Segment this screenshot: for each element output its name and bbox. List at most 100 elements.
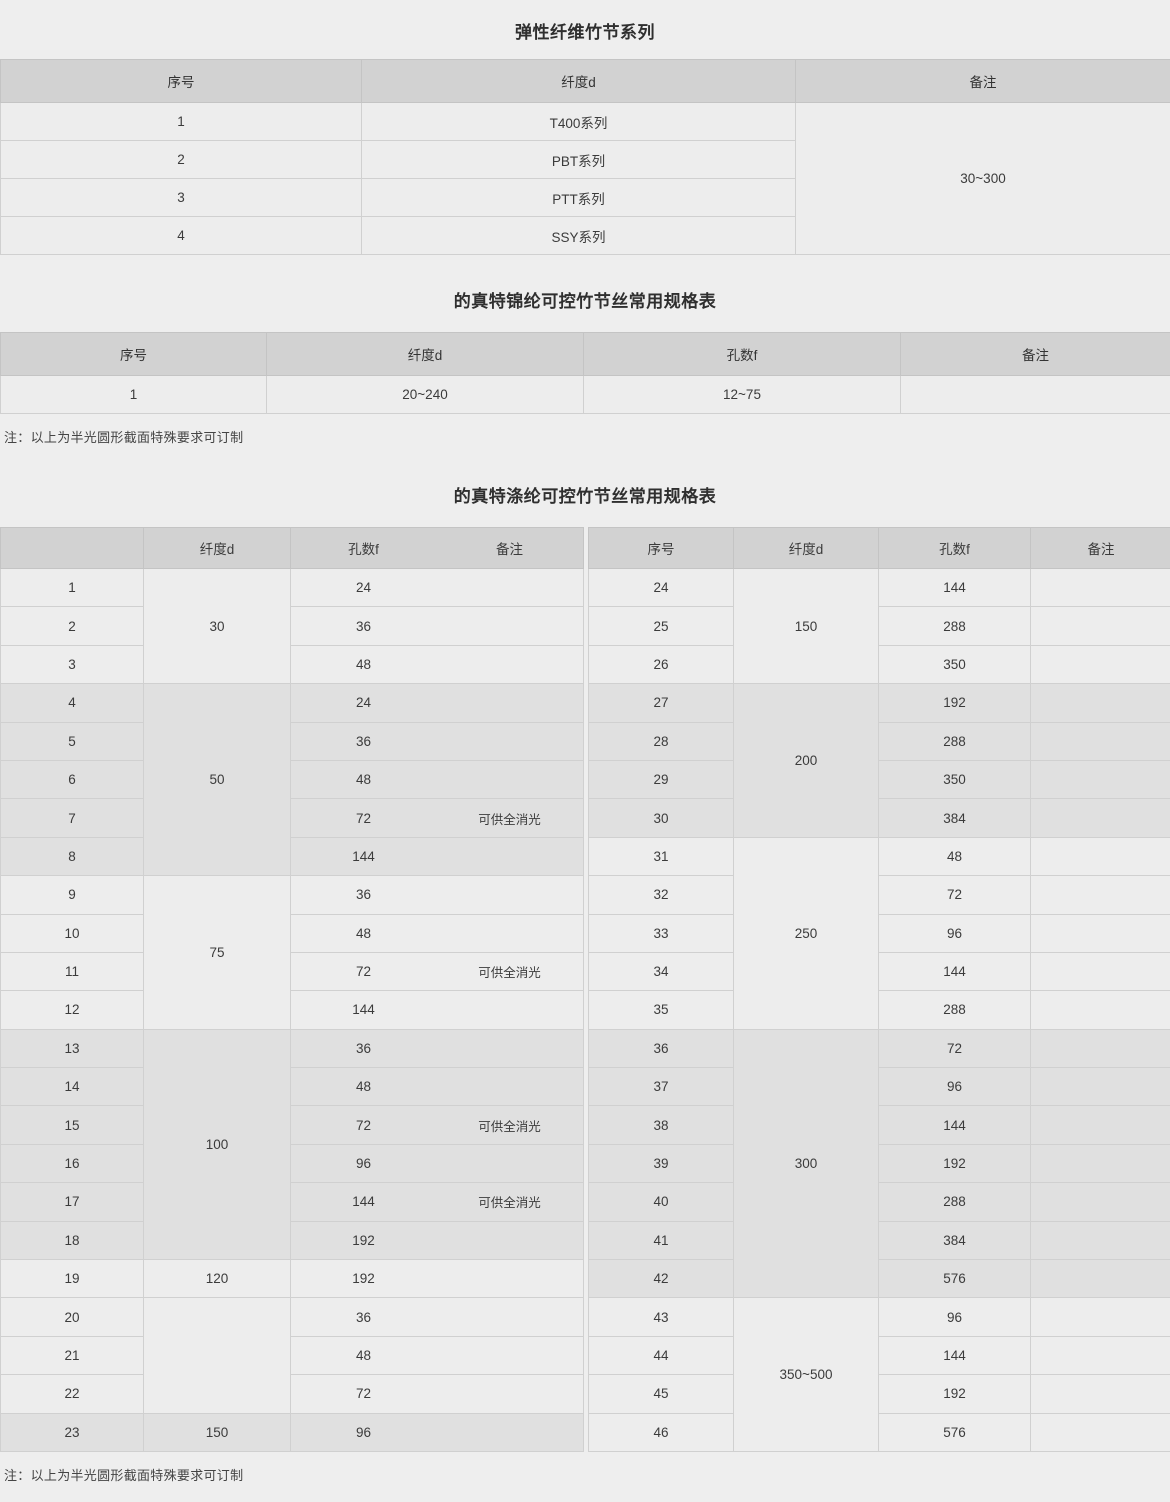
column-header-holes: 孔数f <box>879 528 1031 569</box>
column-header-no: 序号 <box>589 528 734 569</box>
table-row: 33 96 <box>589 914 1170 952</box>
cell-no: 25 <box>589 607 734 645</box>
cell-no: 15 <box>1 1106 144 1144</box>
cell-no: 27 <box>589 684 734 722</box>
cell-holes: 288 <box>879 991 1031 1029</box>
cell-remark <box>1031 684 1170 722</box>
cell-holes: 96 <box>879 914 1031 952</box>
cell-no: 33 <box>589 914 734 952</box>
cell-denier: PTT系列 <box>362 179 796 217</box>
cell-denier: 300 <box>734 1029 879 1298</box>
cell-no: 2 <box>1 607 144 645</box>
cell-holes-remark: 48 <box>291 760 584 798</box>
cell-denier: 20~240 <box>267 376 584 414</box>
cell-no: 32 <box>589 876 734 914</box>
cell-holes: 576 <box>879 1413 1031 1451</box>
cell-remark <box>901 376 1170 414</box>
column-header-holes: 孔数f <box>584 333 901 376</box>
column-header-holes-remark: 孔数f 备注 <box>291 528 584 569</box>
column-header-holes: 孔数f <box>291 538 436 558</box>
cell-holes: 72 <box>291 1118 436 1133</box>
cell-no: 20 <box>1 1298 144 1336</box>
cell-denier: 100 <box>144 1029 291 1259</box>
cell-no: 35 <box>589 991 734 1029</box>
column-header-no: 序号 <box>1 333 267 376</box>
cell-no: 42 <box>589 1260 734 1298</box>
cell-no: 26 <box>589 645 734 683</box>
column-header-remark: 备注 <box>436 538 583 558</box>
cell-no: 12 <box>1 991 144 1029</box>
table-header-row: 序号 纤度d 孔数f 备注 <box>1 333 1170 376</box>
cell-remark: 可供全消光 <box>436 1192 583 1211</box>
cell-holes: 48 <box>291 1079 436 1094</box>
cell-no: 22 <box>1 1375 144 1413</box>
cell-no: 3 <box>1 645 144 683</box>
cell-no: 5 <box>1 722 144 760</box>
column-header-no <box>1 528 144 569</box>
cell-remark <box>1031 991 1170 1029</box>
cell-holes: 72 <box>291 811 436 826</box>
cell-no: 11 <box>1 952 144 990</box>
cell-holes-remark: 36 <box>291 607 584 645</box>
cell-no: 39 <box>589 1144 734 1182</box>
cell-holes: 24 <box>291 580 436 595</box>
column-header-denier: 纤度d <box>362 60 796 103</box>
cell-remark <box>1031 914 1170 952</box>
section-title-elastic-fiber: 弹性纤维竹节系列 <box>0 0 1170 59</box>
cell-holes: 144 <box>879 952 1031 990</box>
cell-holes-remark: 96 <box>291 1413 584 1451</box>
cell-remark: 可供全消光 <box>436 962 583 981</box>
cell-no: 14 <box>1 1068 144 1106</box>
footnote-nylon: 注：以上为半光圆形截面特殊要求可订制 <box>0 414 1170 450</box>
cell-denier: PBT系列 <box>362 141 796 179</box>
cell-denier: 350~500 <box>734 1298 879 1452</box>
cell-holes: 144 <box>879 1106 1031 1144</box>
cell-denier: 200 <box>734 684 879 838</box>
cell-holes: 288 <box>879 607 1031 645</box>
table-row: 35 288 <box>589 991 1170 1029</box>
column-header-denier: 纤度d <box>144 528 291 569</box>
cell-holes: 350 <box>879 760 1031 798</box>
column-header-no: 序号 <box>1 60 362 103</box>
cell-remark <box>1031 799 1170 837</box>
cell-holes-remark: 48 <box>291 645 584 683</box>
cell-no: 46 <box>589 1413 734 1451</box>
cell-remark <box>1031 1413 1170 1451</box>
cell-no: 7 <box>1 799 144 837</box>
cell-holes: 48 <box>291 1348 436 1363</box>
cell-holes-remark: 36 <box>291 1029 584 1067</box>
cell-remark <box>1031 1068 1170 1106</box>
cell-holes-remark: 144 <box>291 837 584 875</box>
cell-no: 9 <box>1 876 144 914</box>
cell-no: 16 <box>1 1144 144 1182</box>
cell-holes: 576 <box>879 1260 1031 1298</box>
cell-holes-remark: 36 <box>291 1298 584 1336</box>
cell-remark <box>1031 1183 1170 1221</box>
cell-holes: 384 <box>879 799 1031 837</box>
cell-holes: 144 <box>291 1194 436 1209</box>
cell-holes: 144 <box>879 1336 1031 1374</box>
cell-holes: 12~75 <box>584 376 901 414</box>
cell-holes: 48 <box>291 657 436 672</box>
cell-holes: 144 <box>879 569 1031 607</box>
